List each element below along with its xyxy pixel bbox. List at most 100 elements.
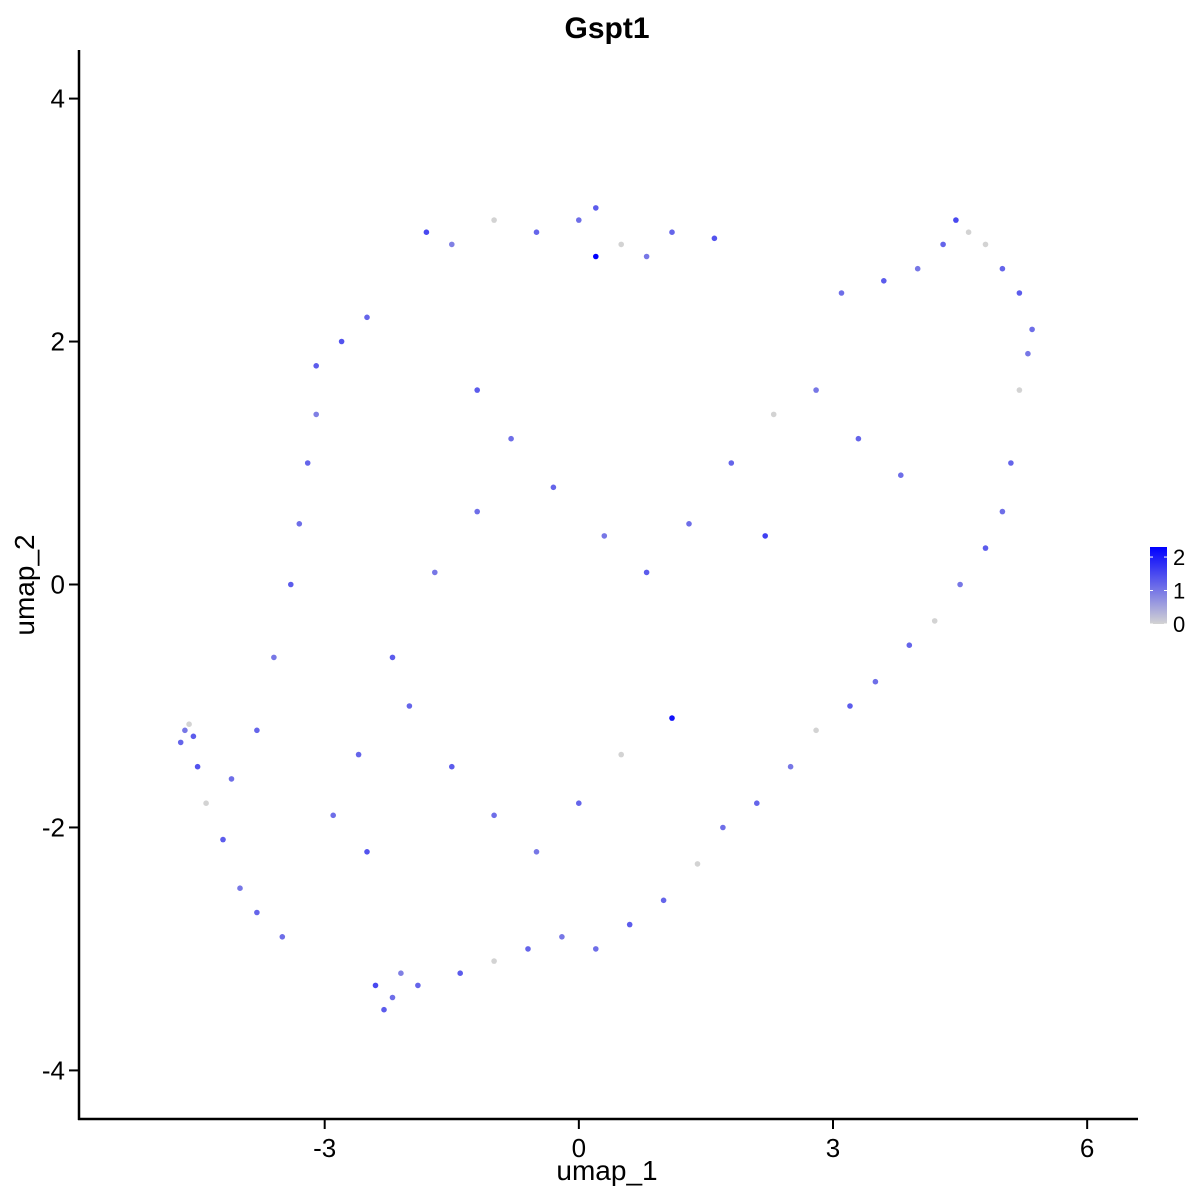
- data-point: [906, 642, 913, 648]
- data-point: [406, 703, 413, 709]
- data-point: [228, 776, 235, 782]
- data-point: [304, 460, 311, 466]
- data-point: [533, 849, 540, 855]
- data-point: [770, 411, 777, 418]
- data-point: [182, 727, 188, 734]
- data-point: [618, 241, 624, 248]
- data-point: [423, 229, 430, 235]
- data-point: [432, 569, 438, 576]
- data-point: [254, 909, 260, 916]
- legend-tick-label: 1: [1173, 579, 1185, 604]
- data-point: [491, 812, 497, 819]
- data-point: [618, 751, 624, 758]
- data-point: [237, 885, 243, 891]
- data-point: [982, 545, 989, 551]
- data-point: [279, 934, 286, 940]
- data-point: [898, 472, 904, 479]
- data-point: [940, 241, 946, 248]
- data-point: [914, 265, 921, 272]
- data-point: [626, 921, 633, 928]
- data-point: [389, 654, 396, 661]
- x-axis-title: umap_1: [556, 1155, 657, 1186]
- data-point: [364, 849, 370, 855]
- data-point: [389, 994, 396, 1001]
- data-point: [559, 934, 565, 940]
- y-tick-label: 2: [51, 327, 65, 357]
- data-point: [576, 800, 582, 806]
- data-point: [338, 338, 345, 345]
- data-point: [313, 363, 320, 369]
- data-point: [999, 508, 1006, 515]
- data-point: [720, 824, 726, 831]
- data-point: [313, 411, 320, 418]
- data-point: [330, 812, 337, 819]
- data-point: [931, 618, 938, 624]
- data-point: [787, 763, 794, 770]
- legend-tick-label: 2: [1173, 545, 1185, 570]
- x-tick-label: 3: [826, 1133, 840, 1163]
- data-point: [957, 581, 963, 588]
- chart-title: Gspt1: [564, 12, 649, 45]
- data-point: [296, 521, 303, 527]
- data-point: [491, 217, 497, 223]
- data-point: [508, 435, 514, 442]
- data-point: [177, 739, 184, 746]
- data-point: [372, 982, 379, 989]
- y-tick-label: 4: [51, 84, 65, 114]
- data-point: [364, 314, 370, 321]
- y-tick-label: -4: [42, 1055, 65, 1085]
- data-point: [593, 205, 599, 211]
- data-point: [186, 721, 192, 727]
- data-point: [190, 733, 197, 740]
- data-point: [491, 958, 497, 964]
- data-point: [1029, 326, 1035, 333]
- legend-ticks: 0 1 2: [1150, 545, 1185, 637]
- data-point: [694, 861, 701, 867]
- data-point: [1025, 350, 1031, 357]
- data-point: [398, 970, 404, 976]
- points-layer: [177, 205, 1035, 1013]
- x-tick-label: 0: [572, 1133, 586, 1163]
- y-axis-title: umap_2: [9, 534, 40, 635]
- data-point: [813, 727, 819, 734]
- y-tick-label: -2: [42, 812, 65, 842]
- data-point: [449, 241, 455, 248]
- data-point: [194, 763, 201, 770]
- data-point: [449, 763, 455, 770]
- data-point: [525, 946, 531, 952]
- data-point: [669, 229, 675, 235]
- data-point: [533, 229, 540, 235]
- data-point: [271, 654, 277, 661]
- y-axis-ticks: -4 -2 0 2 4: [42, 84, 79, 1085]
- data-point: [1008, 460, 1014, 466]
- data-point: [474, 508, 481, 515]
- y-tick-label: 0: [51, 570, 65, 600]
- data-point: [203, 800, 209, 806]
- data-point: [254, 727, 260, 734]
- data-point: [999, 265, 1006, 272]
- color-legend: 0 1 2: [1150, 545, 1185, 637]
- data-point: [838, 290, 845, 296]
- data-point: [847, 703, 853, 709]
- data-point: [754, 800, 760, 806]
- data-point: [457, 970, 464, 976]
- data-point: [686, 521, 692, 527]
- data-point: [965, 229, 972, 235]
- data-point: [669, 715, 675, 721]
- data-point: [381, 1006, 387, 1013]
- data-point: [881, 278, 887, 284]
- data-point: [576, 217, 582, 223]
- x-axis-ticks: -3 0 3 6: [313, 1119, 1094, 1163]
- data-point: [982, 241, 989, 248]
- data-point: [550, 484, 557, 491]
- data-point: [660, 897, 667, 904]
- data-point: [855, 435, 862, 442]
- data-point: [1016, 387, 1023, 393]
- data-point: [953, 217, 959, 223]
- x-tick-label: 6: [1080, 1133, 1094, 1163]
- data-point: [355, 751, 362, 758]
- data-point: [593, 253, 599, 260]
- data-point: [593, 946, 599, 952]
- data-point: [728, 460, 735, 466]
